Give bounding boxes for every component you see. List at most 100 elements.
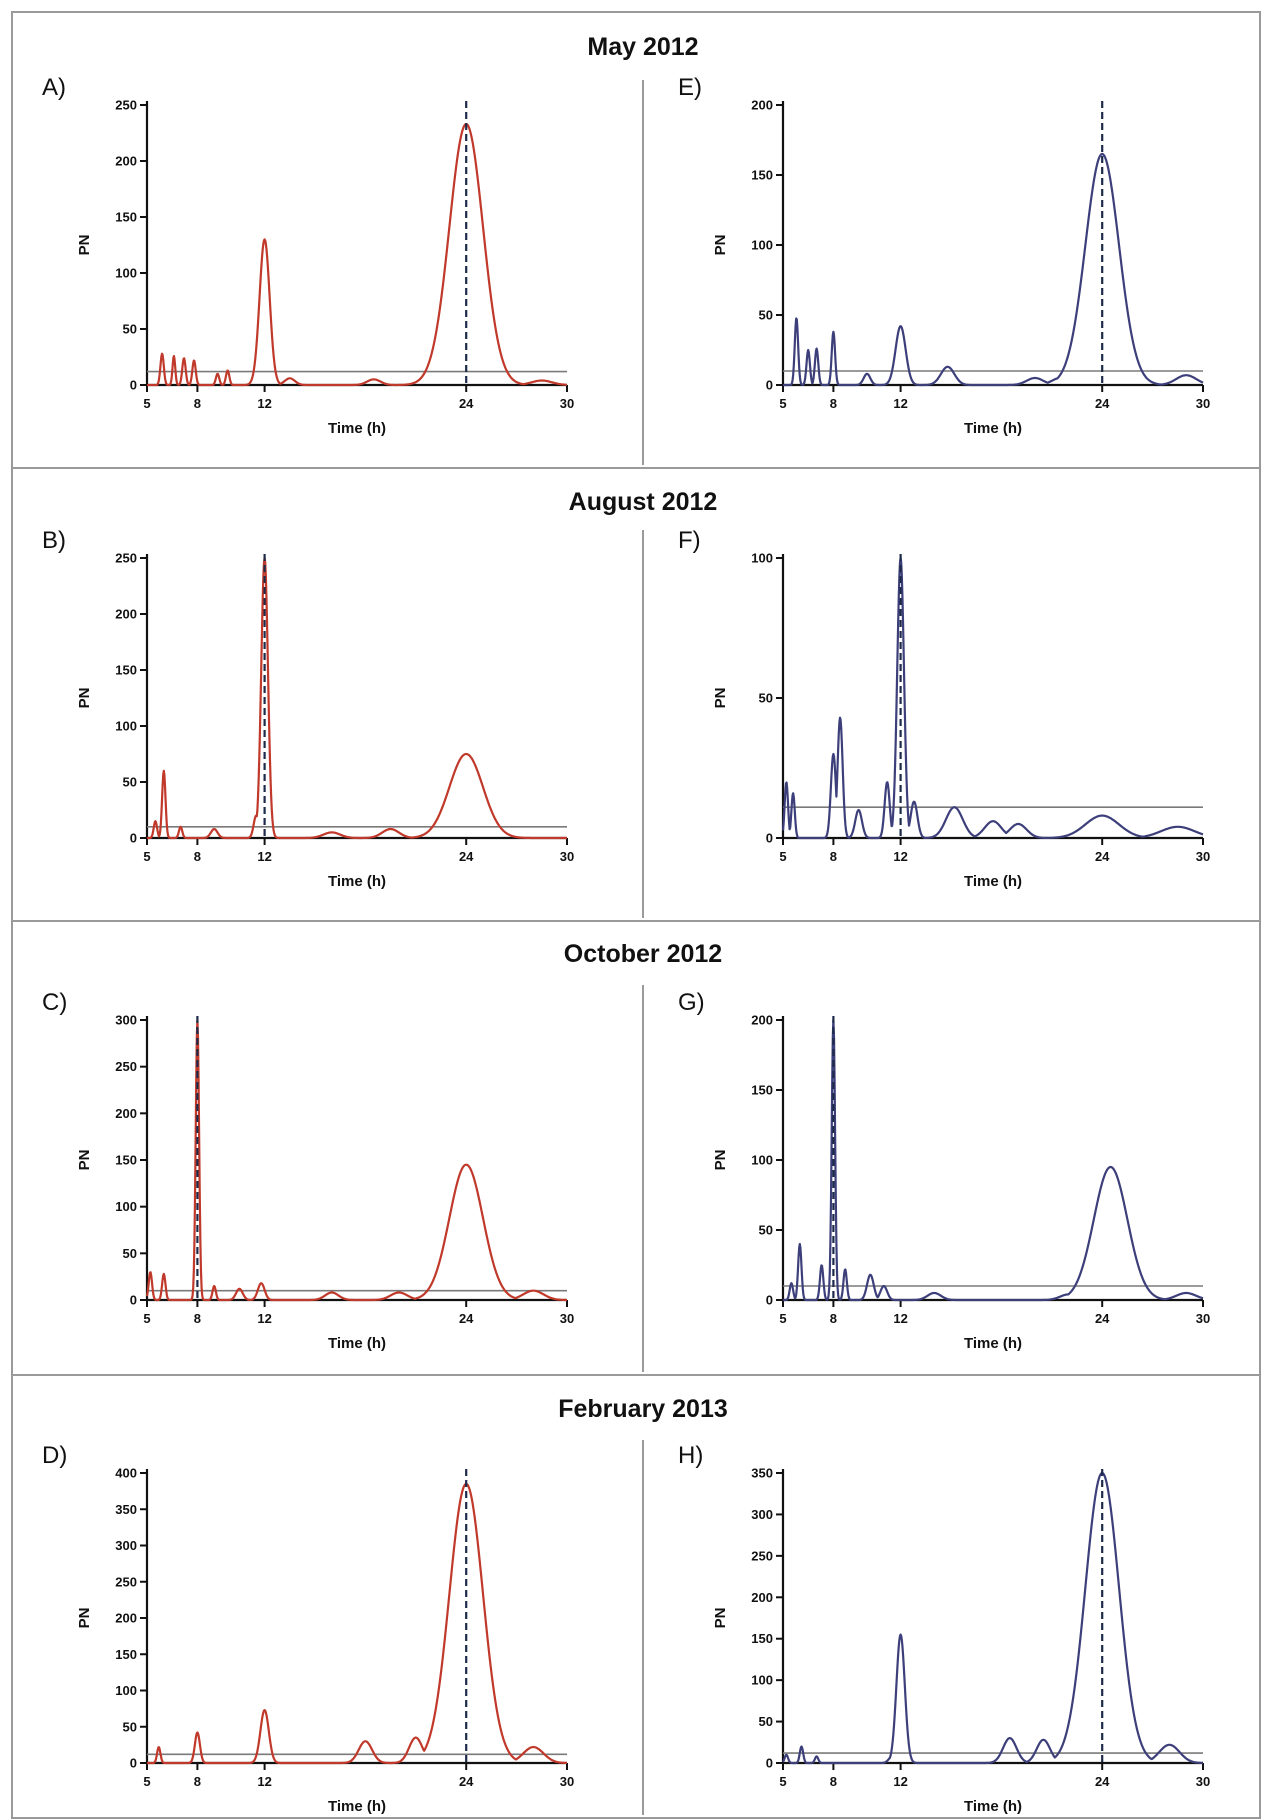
row-title-february-2013: February 2013 [558, 1395, 728, 1423]
x-tick-label: 5 [143, 1311, 150, 1326]
y-axis-label: PN [76, 1150, 93, 1171]
y-axis-label: PN [712, 1608, 729, 1629]
y-axis-label: PN [712, 1150, 729, 1171]
x-tick-label: 24 [459, 1311, 474, 1326]
panel-c: C) 0 50 100 150 200 250 300 5 8 12 24 30 Time (h) PN [42, 989, 574, 1352]
panel-f: F) 0 50 100 5 8 12 24 30 Time (h) PN [678, 527, 1210, 890]
y-tick-label: 250 [115, 1059, 137, 1074]
panel-label-c: C) [42, 989, 67, 1016]
periodogram-series [146, 122, 568, 387]
outer-border [11, 11, 1261, 1819]
y-tick-label: 150 [115, 1647, 137, 1662]
y-tick-label: 50 [759, 1223, 773, 1238]
x-axis-label: Time (h) [964, 873, 1022, 890]
x-tick-label: 30 [560, 1774, 574, 1789]
y-tick-label: 300 [115, 1538, 137, 1553]
panel-label-a: A) [42, 74, 66, 101]
periodogram-series [781, 556, 1204, 840]
x-axis-label: Time (h) [964, 1335, 1022, 1352]
periodogram-series [146, 1482, 568, 1765]
x-tick-label: 8 [830, 1311, 837, 1326]
x-tick-label: 8 [194, 849, 201, 864]
y-tick-label: 0 [130, 831, 137, 846]
x-tick-label: 24 [1095, 849, 1110, 864]
row-title-august-2012: August 2012 [569, 488, 718, 516]
x-tick-label: 24 [1095, 1774, 1110, 1789]
panel-label-d: D) [42, 1442, 67, 1469]
y-tick-label: 0 [130, 1756, 137, 1771]
y-axis-label: PN [76, 235, 93, 256]
x-tick-label: 5 [143, 1774, 150, 1789]
y-tick-label: 100 [751, 1673, 773, 1688]
x-tick-label: 8 [830, 1774, 837, 1789]
x-tick-label: 24 [459, 1774, 474, 1789]
x-tick-label: 8 [194, 1774, 201, 1789]
x-tick-label: 30 [1196, 849, 1210, 864]
x-tick-label: 5 [779, 396, 786, 411]
y-tick-label: 150 [751, 1083, 773, 1098]
y-tick-label: 0 [766, 1293, 773, 1308]
periodogram-series [145, 1018, 568, 1302]
y-tick-label: 100 [751, 238, 773, 253]
panel-d: D) 0 50 100 150 200 250 300 350 400 5 8 12 24 30 Time (… [42, 1442, 574, 1815]
y-tick-label: 350 [751, 1466, 773, 1481]
x-axis-label: Time (h) [328, 1798, 386, 1815]
y-tick-label: 50 [123, 1246, 137, 1261]
y-tick-label: 50 [759, 308, 773, 323]
x-tick-label: 24 [1095, 1311, 1110, 1326]
y-axis-label: PN [76, 688, 93, 709]
x-tick-label: 8 [194, 396, 201, 411]
x-tick-label: 8 [830, 849, 837, 864]
y-tick-label: 200 [751, 1590, 773, 1605]
y-tick-label: 200 [115, 607, 137, 622]
y-tick-label: 250 [115, 551, 137, 566]
y-tick-label: 0 [766, 1756, 773, 1771]
y-tick-label: 50 [123, 322, 137, 337]
x-tick-label: 12 [257, 1311, 271, 1326]
figure-frame [11, 11, 1261, 1819]
y-tick-label: 50 [123, 775, 137, 790]
y-axis-label: PN [76, 1608, 93, 1629]
panel-label-h: H) [678, 1442, 703, 1469]
y-tick-label: 0 [766, 831, 773, 846]
panel-e: E) 0 50 100 150 200 5 8 12 24 30 Time (h) PN [678, 74, 1210, 437]
y-tick-label: 150 [751, 168, 773, 183]
y-tick-label: 200 [751, 98, 773, 113]
x-axis-label: Time (h) [964, 1798, 1022, 1815]
y-tick-label: 100 [115, 719, 137, 734]
row-title-may-2012: May 2012 [587, 33, 698, 61]
y-axis-label: PN [712, 688, 729, 709]
y-tick-label: 200 [115, 1611, 137, 1626]
y-tick-label: 250 [751, 1548, 773, 1563]
x-tick-label: 8 [830, 396, 837, 411]
y-tick-label: 50 [759, 1714, 773, 1729]
x-axis-label: Time (h) [328, 420, 386, 437]
y-tick-label: 100 [751, 551, 773, 566]
y-tick-label: 300 [751, 1507, 773, 1522]
y-tick-label: 250 [115, 1574, 137, 1589]
periodogram-series [146, 556, 568, 840]
x-tick-label: 5 [143, 849, 150, 864]
y-axis-label: PN [712, 235, 729, 256]
panel-g: G) 0 50 100 150 200 5 8 12 24 30 Time (h) PN [678, 989, 1210, 1352]
x-tick-label: 5 [779, 849, 786, 864]
x-tick-label: 30 [560, 849, 574, 864]
y-tick-label: 200 [751, 1013, 773, 1028]
x-tick-label: 24 [1095, 396, 1110, 411]
x-tick-label: 12 [893, 849, 907, 864]
x-tick-label: 30 [1196, 1774, 1210, 1789]
x-tick-label: 12 [893, 1311, 907, 1326]
x-tick-label: 30 [1196, 1311, 1210, 1326]
row-title-october-2012: October 2012 [564, 940, 722, 968]
y-tick-label: 300 [115, 1013, 137, 1028]
y-tick-label: 200 [115, 1106, 137, 1121]
y-tick-label: 400 [115, 1466, 137, 1481]
y-tick-label: 150 [115, 210, 137, 225]
panel-a: A) 0 50 100 150 200 250 5 8 12 24 30 Time (h) PN [42, 74, 574, 437]
x-tick-label: 12 [893, 1774, 907, 1789]
x-tick-label: 24 [459, 849, 474, 864]
y-tick-label: 200 [115, 154, 137, 169]
x-tick-label: 30 [560, 396, 574, 411]
periodogram-series [782, 152, 1204, 387]
